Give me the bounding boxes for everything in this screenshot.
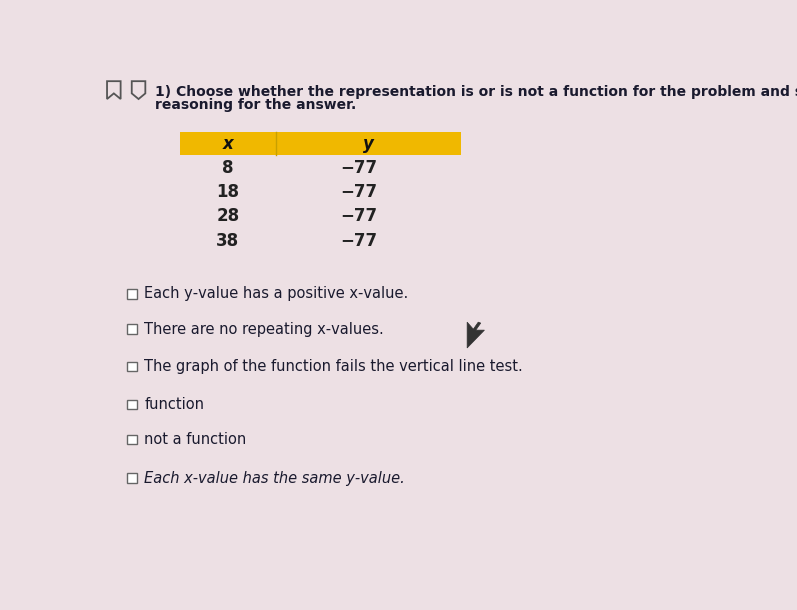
Text: −77: −77 — [340, 159, 378, 177]
Text: 38: 38 — [216, 232, 239, 250]
FancyBboxPatch shape — [128, 289, 137, 299]
Text: Each x‑value has the same y‑value.: Each x‑value has the same y‑value. — [144, 470, 405, 486]
FancyBboxPatch shape — [128, 325, 137, 334]
FancyBboxPatch shape — [128, 400, 137, 409]
Text: function: function — [144, 397, 204, 412]
Text: 18: 18 — [216, 183, 239, 201]
Text: Each y‑value has a positive x‑value.: Each y‑value has a positive x‑value. — [144, 287, 409, 301]
FancyBboxPatch shape — [128, 473, 137, 483]
Text: The graph of the function fails the vertical line test.: The graph of the function fails the vert… — [144, 359, 523, 375]
Text: y: y — [363, 135, 374, 152]
FancyBboxPatch shape — [180, 132, 461, 156]
Text: There are no repeating x‑values.: There are no repeating x‑values. — [144, 321, 384, 337]
FancyBboxPatch shape — [128, 435, 137, 444]
Text: 1) Choose whether the representation is or is not a function for the problem and: 1) Choose whether the representation is … — [155, 85, 797, 99]
Text: −77: −77 — [340, 232, 378, 250]
FancyBboxPatch shape — [128, 362, 137, 371]
Text: 8: 8 — [222, 159, 234, 177]
Text: reasoning for the answer.: reasoning for the answer. — [155, 98, 356, 112]
Text: not a function: not a function — [144, 432, 246, 447]
Text: −77: −77 — [340, 183, 378, 201]
Text: −77: −77 — [340, 207, 378, 226]
Text: x: x — [222, 135, 234, 152]
Text: 28: 28 — [216, 207, 239, 226]
Polygon shape — [467, 322, 485, 348]
